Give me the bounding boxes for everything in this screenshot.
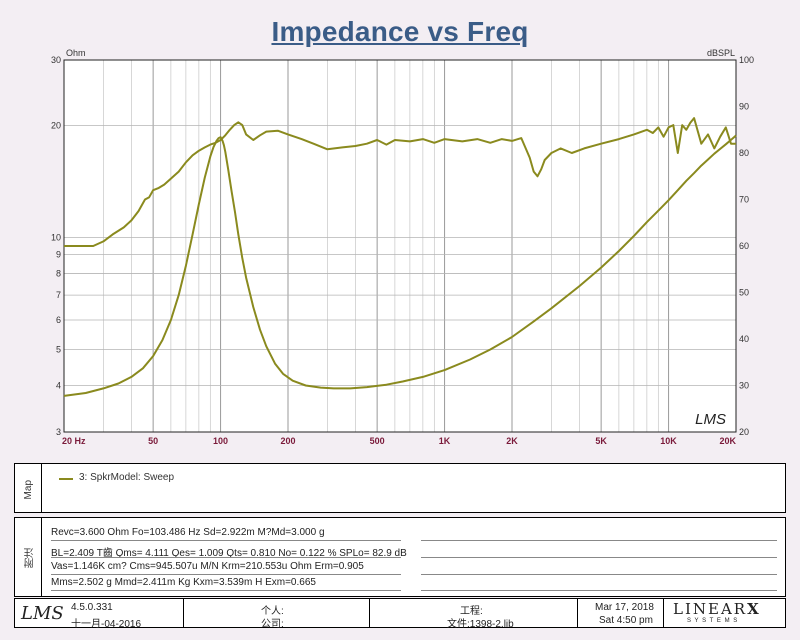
y-left-tick-label: 3 <box>56 427 61 437</box>
param-rule <box>421 590 777 591</box>
footer-version: 4.5.0.331 <box>71 602 113 613</box>
tick-labels: 20 Hz 50 100 200 500 1K 2K 5K 10K 20K 3 4 5 6 7 8 9 10 20 3… <box>51 55 754 446</box>
x-tick-label: 50 <box>148 436 158 446</box>
y-left-unit: Ohm <box>66 48 86 58</box>
lms-watermark: LMS <box>695 411 726 428</box>
y-left-tick-label: 4 <box>56 381 61 391</box>
param-line: Mms=2.502 g Mmd=2.411m Kg Kxm=3.539m H E… <box>51 577 316 588</box>
y-right-tick-label: 40 <box>739 334 749 344</box>
param-line: Vas=1.146K cm? Cms=945.507u M/N Krm=210.… <box>51 561 364 572</box>
footer-divider <box>183 599 184 627</box>
impedance-curve <box>63 134 737 397</box>
footer-company: 公司: <box>261 619 284 630</box>
footer-panel: LMS 4.5.0.331 十一月-04-2016 个人: 公司: 工程: 文件… <box>14 598 786 630</box>
legend-swatch <box>59 478 73 480</box>
params-panel: 附注 Revc=3.600 Ohm Fo=103.486 Hz Sd=2.922… <box>14 517 786 597</box>
footer-brand-sub: S Y S T E M S <box>687 618 739 624</box>
param-rule <box>421 557 777 558</box>
plot-background <box>64 60 736 432</box>
footer-logo: LMS <box>21 603 64 624</box>
param-rule <box>421 574 777 575</box>
y-left-tick-label: 6 <box>56 315 61 325</box>
footer-divider <box>663 599 664 627</box>
params-side-label: 附注 <box>25 548 36 568</box>
footer-time: Sat 4:50 pm <box>599 615 653 626</box>
param-line: Revc=3.600 Ohm Fo=103.486 Hz Sd=2.922m M… <box>51 527 325 538</box>
y-left-tick-label: 8 <box>56 269 61 279</box>
footer-project: 工程: <box>460 606 483 617</box>
param-line: BL=2.409 T齒 Qms= 4.111 Qes= 1.009 Qts= 0… <box>51 548 407 559</box>
y-right-tick-label: 50 <box>739 288 749 298</box>
impedance-chart: 20 Hz 50 100 200 500 1K 2K 5K 10K 20K 3 4 5 6 7 8 9 10 20 3… <box>51 48 754 446</box>
param-rule <box>51 574 401 575</box>
footer-brand: LINEARX <box>673 600 761 618</box>
y-right-tick-label: 100 <box>739 55 754 65</box>
x-tick-label: 10K <box>660 436 677 446</box>
x-tick-label: 20K <box>719 436 736 446</box>
legend-side-label: Map <box>23 480 34 500</box>
y-right-tick-label: 90 <box>739 102 749 112</box>
footer-date: Mar 17, 2018 <box>595 602 654 613</box>
footer-file: 文件:1398-2.lib <box>447 619 514 630</box>
y-right-tick-label: 60 <box>739 241 749 251</box>
x-tick-label: 2K <box>506 436 518 446</box>
x-tick-label: 1K <box>439 436 451 446</box>
param-rule <box>51 590 401 591</box>
param-rule <box>51 557 401 558</box>
y-left-tick-label: 7 <box>56 290 61 300</box>
footer-build-date: 十一月-04-2016 <box>71 619 142 630</box>
y-right-tick-label: 20 <box>739 427 749 437</box>
footer-brand-name: LINEAR <box>673 600 748 618</box>
y-left-tick-label: 5 <box>56 344 61 354</box>
legend-panel: Map 3: SpkrModel: Sweep <box>14 463 786 513</box>
y-right-tick-label: 30 <box>739 381 749 391</box>
footer-personal: 个人: <box>261 606 284 617</box>
param-rule <box>51 540 401 541</box>
y-left-tick-label: 20 <box>51 121 61 131</box>
y-left-tick-label: 10 <box>51 232 61 242</box>
x-tick-label: 5K <box>595 436 607 446</box>
x-tick-label: 100 <box>213 436 228 446</box>
footer-divider <box>577 599 578 627</box>
spl-curve <box>64 117 736 247</box>
y-right-tick-label: 70 <box>739 195 749 205</box>
y-left-tick-label: 9 <box>56 250 61 260</box>
chart-series <box>63 117 737 397</box>
chart-title: Impedance vs Freq <box>271 16 529 47</box>
params-side-divider <box>41 518 42 596</box>
y-right-unit: dBSPL <box>707 48 735 58</box>
x-tick-label: 20 Hz <box>62 436 86 446</box>
y-right-tick-label: 80 <box>739 148 749 158</box>
footer-brand-x: X <box>747 600 761 618</box>
legend-entry: 3: SpkrModel: Sweep <box>79 472 175 483</box>
x-tick-label: 200 <box>280 436 295 446</box>
footer-divider <box>369 599 370 627</box>
x-tick-label: 500 <box>370 436 385 446</box>
y-left-tick-label: 30 <box>51 55 61 65</box>
param-rule <box>421 540 777 541</box>
legend-side-divider <box>41 464 42 512</box>
chart-grid <box>63 59 737 433</box>
